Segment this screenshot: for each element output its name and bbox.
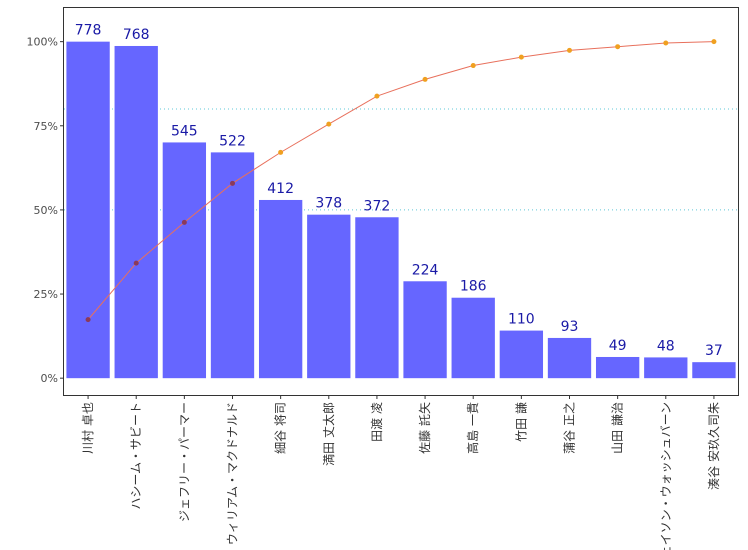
x-tick-label: 満田 丈太郎 — [321, 402, 336, 466]
cumulative-point — [278, 149, 284, 155]
bar — [595, 356, 640, 379]
bar — [451, 297, 495, 379]
x-tick-label: 竹田 謙 — [514, 402, 528, 442]
x-tick-label: 川村 卓也 — [81, 402, 95, 454]
bar — [692, 362, 736, 379]
cumulative-point — [711, 39, 717, 45]
cumulative-point — [181, 219, 187, 225]
bar-value-label: 37 — [705, 343, 723, 359]
bar-value-label: 186 — [460, 279, 487, 295]
x-tick-label: 細谷 将司 — [274, 402, 288, 454]
bar — [114, 45, 158, 379]
x-axis: 川村 卓也 ハシーム・サビート ジェフリー・パーマー ウィリアム・マクドナルド 細谷 将… — [81, 395, 721, 550]
bar — [403, 281, 447, 379]
cumulative-point — [567, 47, 572, 53]
cumulative-point — [230, 180, 235, 186]
x-tick-label: ハシーム・サビート — [129, 402, 143, 510]
bars — [66, 41, 736, 379]
bar — [307, 214, 351, 379]
bar-value-label: 378 — [315, 196, 342, 212]
bar-value-label: 372 — [364, 198, 391, 214]
bar — [258, 199, 303, 379]
cumulative-line — [87, 41, 714, 320]
bar-value-label: 412 — [267, 181, 294, 197]
cumulative-points — [85, 39, 717, 323]
x-tick-label: 山田 謙治 — [611, 402, 625, 454]
bar-value-label: 48 — [657, 338, 675, 354]
y-tick-label: 50% — [34, 204, 58, 217]
bar-value-label: 778 — [75, 23, 102, 39]
x-tick-label: ジェフリー・パーマー — [177, 402, 191, 522]
plot-panel-border — [63, 7, 739, 396]
cumulative-point — [422, 76, 428, 82]
y-tick-label: 0% — [41, 372, 58, 385]
bar-value-label: 224 — [412, 262, 439, 278]
y-tick-label: 25% — [34, 288, 58, 301]
bar-value-labels: 778 768 545 522 412 378 372 224 186 110 93 49 48 37 — [75, 23, 723, 360]
x-tick-label: 高島 一貴 — [465, 402, 480, 454]
cumulative-point — [470, 63, 476, 69]
x-tick-label: 佐藤 託矢 — [417, 402, 432, 454]
cumulative-line-path — [87, 41, 714, 320]
bar-value-label: 93 — [561, 319, 579, 335]
bar — [547, 337, 592, 379]
bar-value-label: 49 — [609, 338, 627, 354]
cumulative-point — [133, 260, 139, 266]
x-tick-label: ジェイソン・ウォッシュバーン — [659, 402, 673, 550]
bar — [355, 217, 399, 379]
cumulative-point — [374, 93, 380, 99]
bar — [66, 41, 110, 379]
bar — [210, 152, 255, 379]
x-tick-label: 蒲谷 正之 — [563, 402, 577, 454]
y-tick-label: 100% — [27, 36, 58, 49]
cumulative-point — [518, 54, 524, 60]
cumulative-point — [663, 40, 669, 46]
y-tick-label: 75% — [34, 120, 58, 133]
x-tick-label: 湊谷 安玖久司朱 — [706, 402, 721, 490]
cumulative-point — [615, 44, 621, 50]
bar-value-label: 522 — [219, 133, 246, 149]
x-tick-label: ウィリアム・マクドナルド — [226, 402, 240, 545]
bar — [162, 142, 207, 379]
bar-value-label: 545 — [171, 123, 198, 139]
bar-value-label: 110 — [508, 312, 535, 328]
x-tick-label: 田渡 凌 — [369, 402, 384, 442]
bar — [644, 357, 688, 379]
y-axis: 0% 25% 50% 75% 100% — [27, 36, 64, 385]
cumulative-point — [85, 317, 91, 323]
bar — [499, 330, 544, 379]
bar-value-label: 768 — [123, 27, 150, 43]
cumulative-point — [326, 121, 332, 127]
